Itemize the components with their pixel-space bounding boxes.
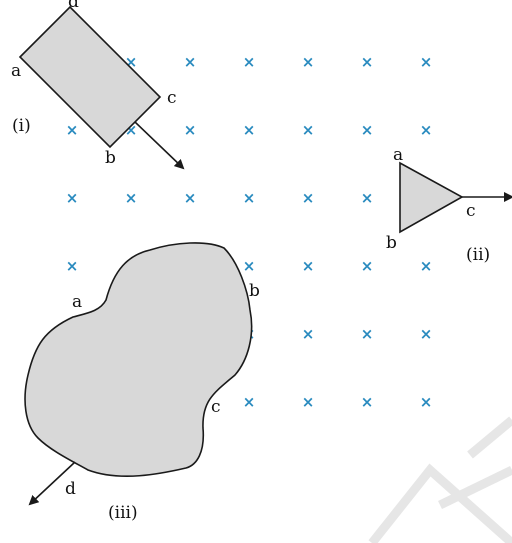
triangle-corner-b: b — [386, 233, 397, 253]
irregular-corner-a: a — [72, 292, 82, 312]
field-cross: × — [184, 121, 197, 139]
rectangle-caption: (i) — [12, 116, 31, 136]
field-cross: × — [302, 189, 315, 207]
irregular-caption: (iii) — [108, 503, 138, 523]
field-cross: × — [125, 189, 138, 207]
field-cross: × — [361, 189, 374, 207]
field-cross: × — [243, 53, 256, 71]
loop-iii-irregular: a b c d (iii) — [24, 242, 260, 523]
field-cross: × — [243, 189, 256, 207]
rectangle-corner-a: a — [11, 61, 21, 81]
field-cross: × — [184, 189, 197, 207]
field-cross: × — [361, 257, 374, 275]
irregular-velocity-arrow — [28, 461, 76, 506]
triangle-corner-a: a — [393, 145, 403, 165]
field-cross: × — [420, 53, 433, 71]
field-cross: × — [243, 257, 256, 275]
triangle-caption: (ii) — [466, 245, 490, 265]
field-cross: × — [302, 121, 315, 139]
field-cross: × — [420, 257, 433, 275]
field-cross: × — [184, 53, 197, 71]
field-cross: × — [243, 121, 256, 139]
watermark — [368, 416, 512, 543]
field-cross: × — [66, 257, 79, 275]
field-cross: × — [420, 393, 433, 411]
field-cross: × — [66, 121, 79, 139]
field-cross: × — [243, 393, 256, 411]
field-cross: × — [420, 325, 433, 343]
field-cross: × — [302, 393, 315, 411]
rectangle-corner-c: c — [167, 88, 177, 108]
field-cross: × — [361, 393, 374, 411]
rectangle-velocity-arrow — [134, 121, 185, 170]
triangle-corner-c: c — [466, 201, 476, 221]
triangle-loop — [399, 161, 464, 234]
loop-ii-triangle: a b c (ii) — [386, 145, 512, 265]
loop-i-rectangle: a b c d (i) — [11, 0, 185, 170]
rectangle-corner-d: d — [68, 0, 79, 12]
field-cross: × — [361, 53, 374, 71]
field-cross: × — [361, 325, 374, 343]
rectangle-loop — [18, 5, 162, 149]
field-cross: × — [420, 121, 433, 139]
irregular-loop — [24, 242, 253, 478]
irregular-corner-b: b — [249, 281, 260, 301]
field-cross: × — [66, 189, 79, 207]
field-cross: × — [302, 53, 315, 71]
rectangle-corner-b: b — [105, 148, 116, 168]
field-cross: × — [361, 121, 374, 139]
irregular-corner-d: d — [65, 479, 76, 499]
field-cross: × — [302, 325, 315, 343]
irregular-corner-c: c — [211, 397, 221, 417]
field-cross: × — [302, 257, 315, 275]
